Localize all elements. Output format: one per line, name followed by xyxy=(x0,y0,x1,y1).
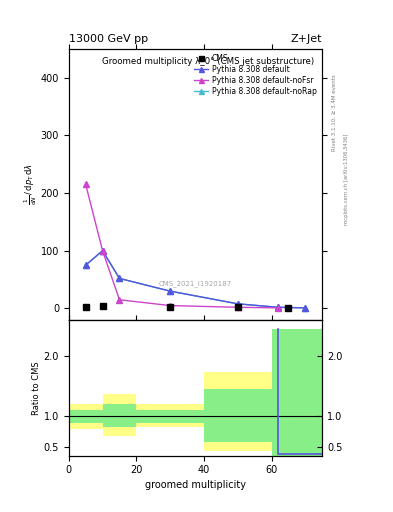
Bar xyxy=(103,394,136,436)
Text: Z+Jet: Z+Jet xyxy=(291,33,322,44)
Bar xyxy=(272,329,322,456)
Y-axis label: Ratio to CMS: Ratio to CMS xyxy=(32,361,41,415)
Pythia 8.308 default xyxy=(168,288,173,294)
Pythia 8.308 default-noRap xyxy=(100,248,105,254)
Bar xyxy=(136,411,204,422)
Pythia 8.308 default-noRap xyxy=(168,288,173,294)
Pythia 8.308 default xyxy=(83,262,88,268)
Bar xyxy=(204,389,272,442)
Bar xyxy=(136,404,204,428)
CMS xyxy=(100,303,105,309)
Pythia 8.308 default xyxy=(235,301,240,307)
Line: Pythia 8.308 default: Pythia 8.308 default xyxy=(83,248,308,311)
CMS xyxy=(235,304,240,310)
Bar xyxy=(204,372,272,452)
Pythia 8.308 default xyxy=(100,248,105,254)
Legend: CMS, Pythia 8.308 default, Pythia 8.308 default-noFsr, Pythia 8.308 default-noRa: CMS, Pythia 8.308 default, Pythia 8.308 … xyxy=(193,52,318,97)
Bar xyxy=(272,329,322,456)
X-axis label: groomed multiplicity: groomed multiplicity xyxy=(145,480,246,489)
Line: Pythia 8.308 default-noFsr: Pythia 8.308 default-noFsr xyxy=(83,182,281,311)
Text: Rivet 3.1.10, ≥ 3.4M events: Rivet 3.1.10, ≥ 3.4M events xyxy=(332,74,337,151)
Pythia 8.308 default-noRap xyxy=(276,304,281,310)
Pythia 8.308 default xyxy=(276,304,281,310)
Text: CMS_2021_I1920187: CMS_2021_I1920187 xyxy=(159,281,232,287)
Pythia 8.308 default xyxy=(303,305,308,311)
Bar xyxy=(69,404,103,429)
Pythia 8.308 default-noRap xyxy=(235,301,240,307)
Line: CMS: CMS xyxy=(83,303,291,311)
Bar xyxy=(103,404,136,428)
Line: Pythia 8.308 default-noRap: Pythia 8.308 default-noRap xyxy=(83,248,308,311)
Text: 13000 GeV pp: 13000 GeV pp xyxy=(69,33,148,44)
Pythia 8.308 default-noFsr xyxy=(83,181,88,187)
Pythia 8.308 default xyxy=(117,275,122,282)
Pythia 8.308 default-noRap xyxy=(303,305,308,311)
Pythia 8.308 default-noFsr xyxy=(117,297,122,303)
Bar xyxy=(69,411,103,422)
Y-axis label: $\frac{1}{\mathrm{d}N}\,/\,\mathrm{d}p_{\mathrm{T}}\,\mathrm{d}\lambda$: $\frac{1}{\mathrm{d}N}\,/\,\mathrm{d}p_{… xyxy=(23,163,39,205)
Pythia 8.308 default-noRap xyxy=(117,275,122,282)
Pythia 8.308 default-noRap xyxy=(83,262,88,268)
CMS xyxy=(286,305,291,311)
Pythia 8.308 default-noFsr xyxy=(100,248,105,254)
Text: Groomed multiplicity λ_0° (CMS jet substructure): Groomed multiplicity λ_0° (CMS jet subst… xyxy=(102,57,314,66)
CMS xyxy=(83,304,88,310)
Pythia 8.308 default-noFsr xyxy=(168,303,173,309)
CMS xyxy=(168,304,173,310)
Text: mcplots.cern.ch [arXiv:1306.3436]: mcplots.cern.ch [arXiv:1306.3436] xyxy=(344,134,349,225)
Pythia 8.308 default-noFsr xyxy=(276,305,281,311)
Pythia 8.308 default-noFsr xyxy=(235,304,240,310)
